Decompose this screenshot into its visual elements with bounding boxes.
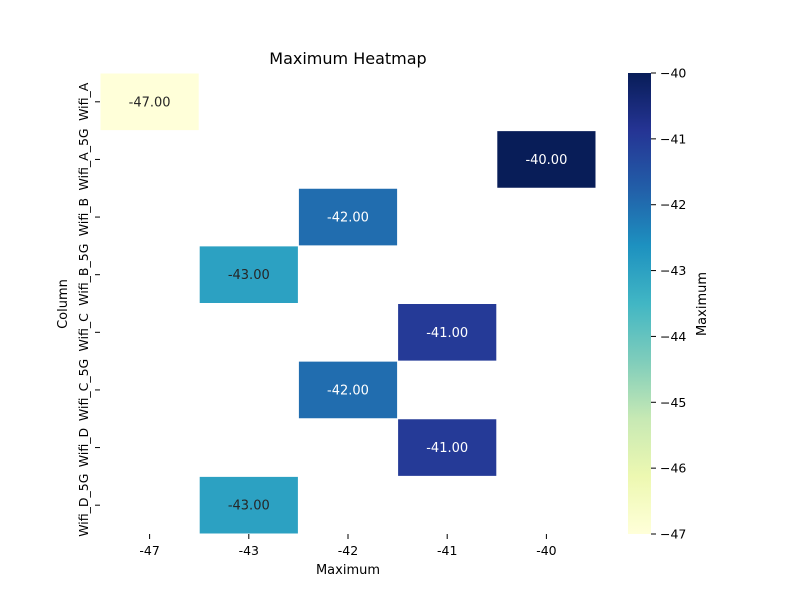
cell-value-label: -41.00 — [426, 441, 468, 456]
cell-value-label: -42.00 — [327, 383, 369, 398]
cell-value-label: -43.00 — [228, 499, 270, 514]
y-axis-label: Column — [56, 279, 71, 329]
colorbar-ticks: −40 −41 −42 −43 −44 −45 −46 −47 — [651, 66, 686, 542]
heatmap-cell — [397, 303, 498, 362]
x-tick-label: -43 — [239, 543, 259, 558]
heatmap-cell — [496, 130, 597, 189]
cell-value-label: -42.00 — [327, 211, 369, 226]
colorbar-tick-label: −46 — [660, 461, 686, 476]
cell-value-label: -43.00 — [228, 268, 270, 283]
chart-title: Maximum Heatmap — [269, 49, 426, 68]
colorbar-tick-label: −44 — [660, 329, 686, 344]
heatmap-cell — [99, 72, 200, 132]
x-axis-label: Maximum — [316, 563, 380, 578]
colorbar-label: Maximum — [695, 272, 710, 336]
heatmap-cell — [297, 187, 399, 247]
cell-value-label: -41.00 — [426, 326, 468, 341]
y-tick-label: Wifi_D — [76, 428, 91, 467]
y-tick-label: Wifi_B — [76, 198, 91, 236]
y-axis-ticks: Wifi_A Wifi_A_5G Wifi_B Wifi_B_5G Wifi_C Wifi… — [76, 82, 100, 537]
y-tick-label: Wifi_C — [76, 313, 91, 352]
colorbar-tick-label: −47 — [660, 527, 686, 542]
y-tick-label: Wifi_B_5G — [76, 244, 91, 306]
x-axis-ticks: -47 -43 -42 -41 -40 — [139, 534, 557, 558]
heatmap-cells: -47.00 -40.00 -42.00 -43.00 -41.00 -42.00 -41.… — [99, 72, 597, 535]
y-tick-label: Wifi_A — [76, 82, 91, 121]
colorbar-tick-label: −40 — [660, 66, 686, 81]
heatmap-cell — [198, 245, 299, 304]
colorbar-tick-label: −41 — [660, 131, 686, 146]
cell-value-label: -47.00 — [129, 95, 171, 110]
x-tick-label: -47 — [139, 543, 159, 558]
x-tick-label: -41 — [437, 543, 457, 558]
y-tick-label: Wifi_D_5G — [76, 474, 91, 537]
x-tick-label: -42 — [338, 543, 358, 558]
heatmap-cell — [198, 475, 299, 535]
colorbar — [628, 73, 651, 534]
colorbar-tick-label: −43 — [660, 263, 686, 278]
colorbar-tick-label: −42 — [660, 197, 686, 212]
x-tick-label: -40 — [536, 543, 556, 558]
heatmap-cell — [297, 360, 399, 420]
y-tick-label: Wifi_C_5G — [76, 359, 91, 421]
y-tick-label: Wifi_A_5G — [76, 128, 91, 190]
cell-value-label: -40.00 — [525, 153, 567, 168]
colorbar-tick-label: −45 — [660, 395, 686, 410]
heatmap-cell — [397, 418, 498, 477]
